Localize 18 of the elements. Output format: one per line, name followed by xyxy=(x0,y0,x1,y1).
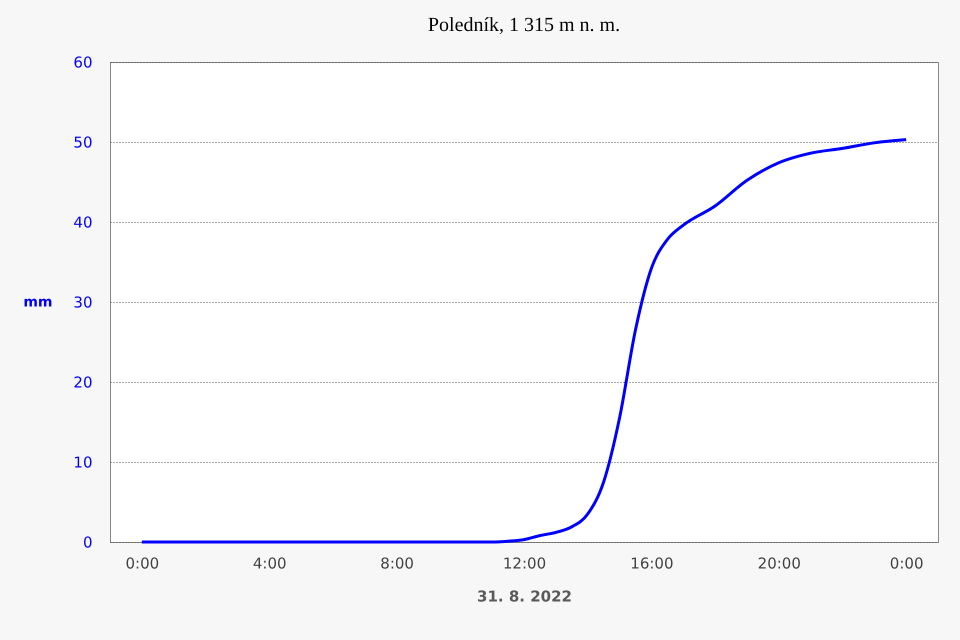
x-tick-label: 8:00 xyxy=(380,554,414,572)
x-tick-label: 20:00 xyxy=(758,554,801,572)
y-tick-label: 20 xyxy=(73,374,92,392)
x-tick-label: 16:00 xyxy=(630,554,674,572)
x-axis-title: 31. 8. 2022 xyxy=(477,588,572,606)
x-tick-label: 12:00 xyxy=(502,554,546,572)
x-tick-label: 4:00 xyxy=(252,554,287,572)
y-tick-label: 60 xyxy=(73,54,92,72)
line-series xyxy=(140,138,908,544)
y-tick-label: 40 xyxy=(73,214,92,232)
chart-title: Poledník, 1 315 m n. m. xyxy=(428,14,620,36)
y-tick-label: 50 xyxy=(73,134,92,152)
y-tick-label: 0 xyxy=(82,534,92,552)
y-axis-title: mm xyxy=(23,294,52,310)
x-tick-label: 0:00 xyxy=(126,554,160,572)
y-tick-label: 30 xyxy=(73,294,92,312)
y-tick-label: 10 xyxy=(73,454,92,472)
x-tick-label: 0:00 xyxy=(890,554,924,572)
